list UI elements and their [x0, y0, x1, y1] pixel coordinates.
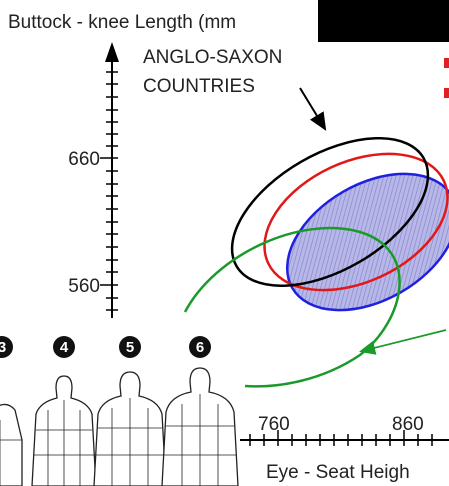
figure-number: 4: [60, 339, 69, 356]
y-axis-label: Buttock - knee Length (mm: [8, 12, 236, 33]
y-tick-label: 660: [68, 149, 100, 170]
redaction: [318, 0, 449, 42]
body-figures: [0, 368, 238, 486]
clipped-text: [444, 88, 449, 98]
figure-badges: 3 4 5 6: [0, 336, 211, 358]
diagram: Buttock - knee Length (mm 660 560 ANGLO-…: [0, 0, 449, 486]
annotation: COUNTRIES: [143, 76, 255, 97]
x-axis-label: Eye - Seat Heigh: [266, 462, 410, 483]
y-tick-label: 560: [68, 276, 100, 297]
x-tick-label: 860: [392, 414, 424, 435]
annotation: ANGLO-SAXON: [143, 47, 282, 68]
figure-number: 5: [126, 339, 134, 356]
x-tick-label: 760: [258, 414, 290, 435]
clipped-text: [444, 58, 449, 68]
green-arrow: [366, 330, 446, 350]
figure-number: 3: [0, 339, 6, 356]
figure-number: 6: [196, 339, 204, 356]
y-axis: [100, 42, 119, 318]
annotation-arrow: [300, 88, 322, 124]
ellipse-blue: [263, 146, 449, 338]
